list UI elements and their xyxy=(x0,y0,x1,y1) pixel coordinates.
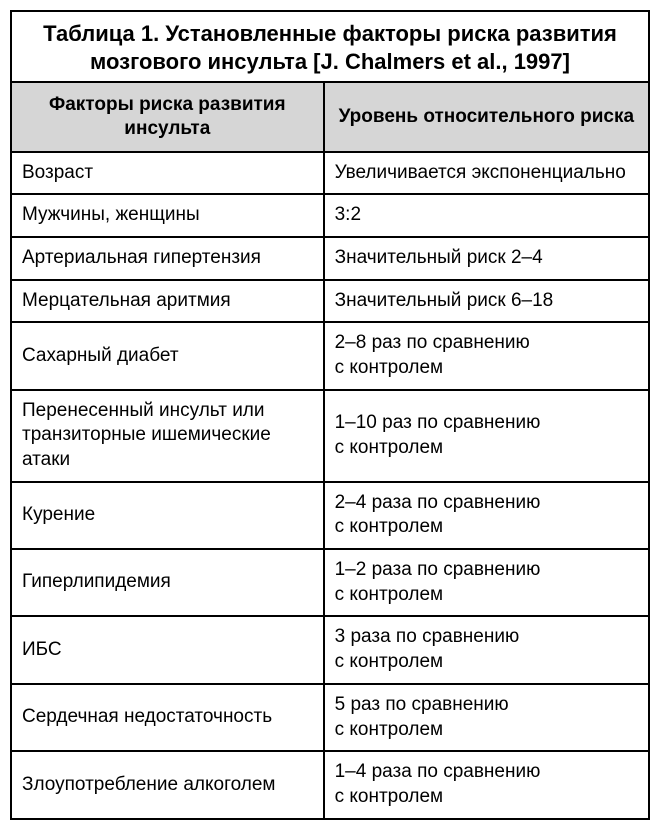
cell-factor: Артериальная гипертензия xyxy=(11,237,324,280)
cell-factor: Гиперлипидемия xyxy=(11,549,324,616)
cell-factor: Мерцательная аритмия xyxy=(11,280,324,323)
table-title: Таблица 1. Установленные факторы риска р… xyxy=(10,10,650,81)
cell-factor: Курение xyxy=(11,482,324,549)
table-row: Сердечная недостаточность 5 раз по сравн… xyxy=(11,684,649,751)
cell-risk: 5 раз по сравнению с контролем xyxy=(324,684,649,751)
cell-risk: 1–4 раза по сравнению с контролем xyxy=(324,751,649,818)
table-row: Злоупотребление алкоголем 1–4 раза по ср… xyxy=(11,751,649,818)
cell-risk: 3 раза по сравнению с контролем xyxy=(324,616,649,683)
table-row: Гиперлипидемия 1–2 раза по сравнению с к… xyxy=(11,549,649,616)
cell-risk: 3:2 xyxy=(324,194,649,237)
table-row: Мерцательная аритмия Значительный риск 6… xyxy=(11,280,649,323)
table-row: Возраст Увеличивается экспоненциально xyxy=(11,152,649,195)
table-row: Мужчины, женщины 3:2 xyxy=(11,194,649,237)
cell-factor: Сердечная недостаточность xyxy=(11,684,324,751)
cell-risk: Значительный риск 6–18 xyxy=(324,280,649,323)
cell-factor: Возраст xyxy=(11,152,324,195)
table-row: Перенесенный инсульт или транзиторные иш… xyxy=(11,390,649,482)
cell-factor: Злоупотребление алкоголем xyxy=(11,751,324,818)
table-row: ИБС 3 раза по сравнению с контролем xyxy=(11,616,649,683)
cell-factor: Мужчины, женщины xyxy=(11,194,324,237)
cell-risk: Значительный риск 2–4 xyxy=(324,237,649,280)
cell-risk: 2–4 раза по сравнению с контролем xyxy=(324,482,649,549)
cell-risk: Увеличивается экспоненциально xyxy=(324,152,649,195)
cell-risk: 1–2 раза по сравнению с контролем xyxy=(324,549,649,616)
cell-risk: 1–10 раз по сравнению с контролем xyxy=(324,390,649,482)
cell-factor: ИБС xyxy=(11,616,324,683)
table-row: Курение 2–4 раза по сравнению с контроле… xyxy=(11,482,649,549)
table-header-row: Факторы риска развития инсульта Уровень … xyxy=(11,82,649,152)
cell-risk: 2–8 раз по сравнению с контролем xyxy=(324,322,649,389)
table-row: Сахарный диабет 2–8 раз по сравнению с к… xyxy=(11,322,649,389)
cell-factor: Сахарный диабет xyxy=(11,322,324,389)
cell-factor: Перенесенный инсульт или транзиторные иш… xyxy=(11,390,324,482)
risk-factors-table: Таблица 1. Установленные факторы риска р… xyxy=(10,10,650,820)
col-header-risk: Уровень относительного риска xyxy=(324,82,649,152)
col-header-factor: Факторы риска развития инсульта xyxy=(11,82,324,152)
table-row: Артериальная гипертензия Значительный ри… xyxy=(11,237,649,280)
